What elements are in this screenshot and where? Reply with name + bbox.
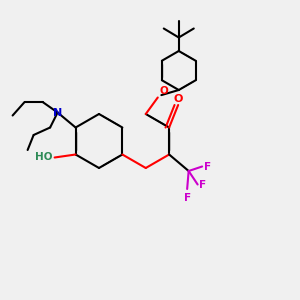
Text: F: F [199,179,206,190]
Text: F: F [204,161,211,172]
Text: HO: HO [35,152,52,163]
Text: N: N [53,107,62,118]
Text: O: O [173,94,183,103]
Text: O: O [159,86,168,96]
Text: F: F [184,193,191,202]
